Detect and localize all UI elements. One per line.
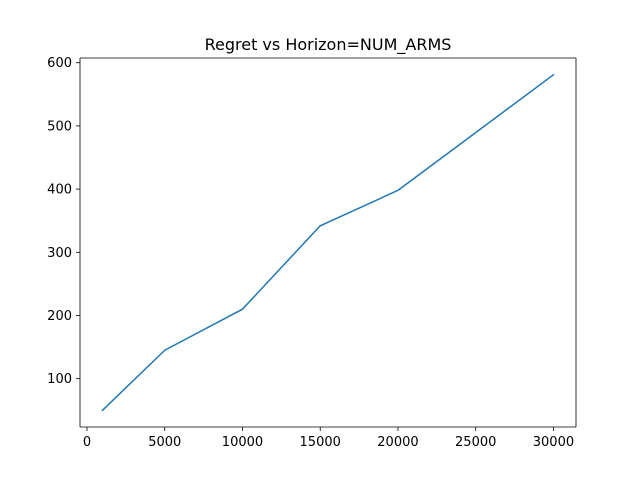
y-tick-label: 100 [47, 372, 72, 387]
x-tick-label: 5000 [148, 435, 181, 450]
chart-title: Regret vs Horizon=NUM_ARMS [205, 35, 452, 55]
data-point [552, 73, 555, 76]
x-tick-label: 25000 [455, 435, 496, 450]
data-point [163, 349, 166, 351]
data-point [241, 308, 244, 310]
y-tick-label: 500 [47, 119, 72, 134]
x-tick-label: 20000 [377, 435, 418, 450]
x-tick-label: 30000 [533, 435, 574, 450]
y-tick-label: 400 [47, 183, 72, 198]
x-tick-label: 10000 [222, 435, 263, 450]
y-tick-label: 600 [47, 56, 72, 71]
series-line [101, 73, 555, 412]
data-point [319, 225, 321, 227]
y-tick-label: 300 [47, 246, 72, 261]
x-tick-label: 0 [83, 435, 91, 450]
x-tick-label: 15000 [300, 435, 341, 450]
plot-area: 0 5000 10000 15000 20000 25000 30000 100 200 300 4… [47, 56, 577, 450]
y-tick-label: 200 [47, 309, 72, 324]
data-point [397, 189, 399, 192]
data-point [101, 409, 104, 412]
